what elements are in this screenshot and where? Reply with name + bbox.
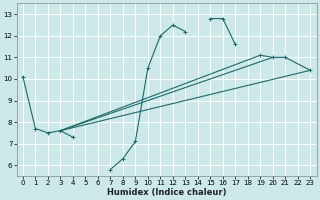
X-axis label: Humidex (Indice chaleur): Humidex (Indice chaleur) xyxy=(107,188,226,197)
